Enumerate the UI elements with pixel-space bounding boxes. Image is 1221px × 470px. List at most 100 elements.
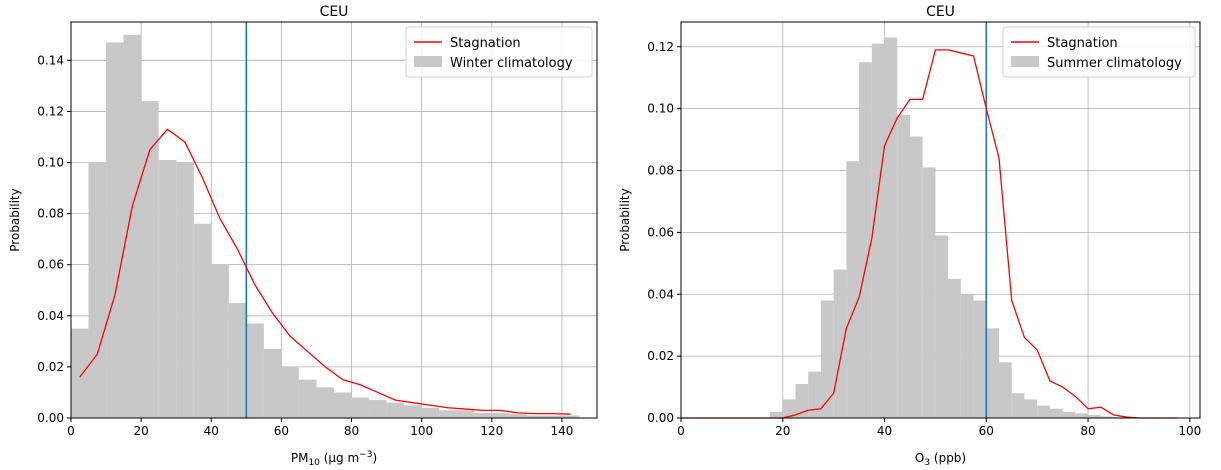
pm10-xlabel-sup: −3 xyxy=(359,450,372,460)
pm10-hist-bar xyxy=(123,34,142,418)
o3-hist-bar xyxy=(935,235,949,418)
pm10-hist-bar xyxy=(526,415,545,418)
pm10-ytick-label: 0.06 xyxy=(37,258,64,272)
pm10-hist-bar xyxy=(263,349,282,418)
pm10-hist-bar xyxy=(439,410,457,418)
o3-y-axis-label: Probability xyxy=(618,188,632,251)
pm10-hist-bar xyxy=(246,323,264,418)
pm10-hist-bar xyxy=(281,366,299,418)
pm10-hist-bar xyxy=(351,397,370,418)
o3-hist-bar xyxy=(859,62,872,418)
pm10-ytick-label: 0.12 xyxy=(37,104,64,118)
pm10-hist-bar xyxy=(193,223,212,418)
pm10-y-ticks: 0.00 0.02 0.04 0.06 0.08 0.10 0.12 0.14 xyxy=(37,53,71,425)
pm10-legend-stagnation-label: Stagnation xyxy=(450,36,521,51)
pm10-xtick-label: 60 xyxy=(274,424,289,438)
o3-ytick-label: 0.12 xyxy=(647,40,674,54)
o3-ytick-label: 0.08 xyxy=(647,164,674,178)
o3-xlabel-sub: 3 xyxy=(924,458,930,468)
o3-hist-bar xyxy=(833,269,847,418)
o3-hist-bar xyxy=(871,43,885,418)
o3-hist-bar xyxy=(808,371,821,418)
o3-hist-bar xyxy=(922,167,936,418)
pm10-chart: 0 20 40 60 80 100 120 140 0.000.020.040.060.080… xyxy=(8,4,598,468)
pm10-hist-bar xyxy=(386,402,405,418)
o3-hist-bar xyxy=(999,362,1012,418)
o3-hist-bar xyxy=(1062,411,1076,418)
pm10-xtick-label: 80 xyxy=(344,424,359,438)
pm10-histogram xyxy=(71,34,580,418)
pm10-xtick-label: 100 xyxy=(410,424,433,438)
o3-hist-bar xyxy=(820,300,834,418)
o3-hist-bar xyxy=(884,37,898,418)
pm10-hist-bar xyxy=(369,400,387,418)
o3-hist-bar xyxy=(1100,416,1114,418)
o3-hist-bar xyxy=(1075,413,1089,418)
pm10-hist-bar xyxy=(71,328,89,418)
pm10-ytick-label: 0.14 xyxy=(37,53,64,67)
o3-x-ticks: 0 20 40 60 80 100 xyxy=(677,418,1201,438)
o3-histogram xyxy=(770,37,1127,418)
pm10-legend: Stagnation Winter climatology xyxy=(405,26,593,78)
o3-hist-bar xyxy=(770,411,783,418)
pm10-hist-bar xyxy=(491,412,510,418)
pm10-hist-bar xyxy=(544,415,562,418)
o3-hist-bar xyxy=(1011,393,1025,418)
o3-x-axis-label: O3 (ppb) xyxy=(915,451,966,468)
pm10-xtick-label: 120 xyxy=(480,424,503,438)
o3-ytick-label: 0.06 xyxy=(647,225,674,239)
o3-hist-bar xyxy=(897,114,910,418)
pm10-hist-bar xyxy=(106,42,124,418)
pm10-legend-winter-label: Winter climatology xyxy=(450,56,573,71)
o3-hist-bar xyxy=(986,328,1000,418)
pm10-ytick-label: 0.02 xyxy=(37,360,64,374)
pm10-legend-box xyxy=(405,26,593,78)
o3-y-ticks: 0.00 0.02 0.04 0.06 0.08 0.10 0.12 xyxy=(647,40,681,425)
pm10-hist-bar xyxy=(158,159,177,418)
pm10-xlabel-sub: 10 xyxy=(308,458,320,468)
pm10-hist-bar xyxy=(421,407,440,418)
o3-xtick-label: 60 xyxy=(979,424,994,438)
o3-chart-title: CEU xyxy=(926,4,955,20)
pm10-xtick-label: 20 xyxy=(133,424,148,438)
o3-ytick-label: 0.02 xyxy=(647,349,674,363)
pm10-hist-bar xyxy=(509,414,527,418)
pm10-ytick-label: 0.04 xyxy=(37,309,64,323)
o3-legend-summer-swatch xyxy=(1011,56,1039,67)
o3-hist-bar xyxy=(973,300,987,418)
pm10-hist-bar xyxy=(298,379,317,418)
pm10-hist-bar xyxy=(228,303,247,418)
pm10-hist-bar xyxy=(141,101,159,418)
o3-legend: Stagnation Summer climatology xyxy=(1002,26,1196,78)
pm10-ytick-label: 0.08 xyxy=(37,207,64,221)
o3-legend-stagnation-label: Stagnation xyxy=(1047,36,1118,51)
o3-stagnation-line xyxy=(681,49,1178,419)
o3-axes-frame xyxy=(680,21,1201,419)
pm10-ytick-label: 0.00 xyxy=(37,411,64,425)
o3-hist-bar xyxy=(1024,399,1038,418)
o3-hist-bar xyxy=(1088,414,1101,418)
o3-ytick-label: 0.10 xyxy=(647,102,674,116)
o3-xlabel-rest: (ppb) xyxy=(930,451,966,465)
o3-xtick-label: 40 xyxy=(877,424,892,438)
pm10-hist-bar xyxy=(88,162,107,418)
pm10-x-ticks: 0 20 40 60 80 100 120 140 xyxy=(67,418,573,438)
o3-chart: 0 20 40 60 80 100 0.00 0.02 0.04 0.06 0.08 0.10 0.1… xyxy=(618,4,1201,468)
o3-hist-bar xyxy=(795,383,809,418)
o3-hist-bar xyxy=(960,294,974,418)
pm10-hist-bar xyxy=(211,264,229,418)
o3-xlabel-prefix: O xyxy=(915,451,924,465)
o3-legend-summer-label: Summer climatology xyxy=(1047,56,1182,71)
pm10-x-axis-label: PM10 (μg m−3) xyxy=(291,450,377,468)
o3-legend-box xyxy=(1002,26,1196,78)
pm10-xlabel-prefix: PM xyxy=(291,451,309,465)
o3-xtick-label: 100 xyxy=(1178,424,1201,438)
o3-hist-bar xyxy=(846,161,860,418)
pm10-xlabel-close: ) xyxy=(372,451,377,465)
pm10-hist-bar xyxy=(176,162,194,418)
pm10-hist-bar xyxy=(561,415,580,418)
o3-hist-bar xyxy=(782,399,796,418)
o3-hist-bar xyxy=(948,278,961,418)
o3-hist-bar xyxy=(1049,408,1063,418)
